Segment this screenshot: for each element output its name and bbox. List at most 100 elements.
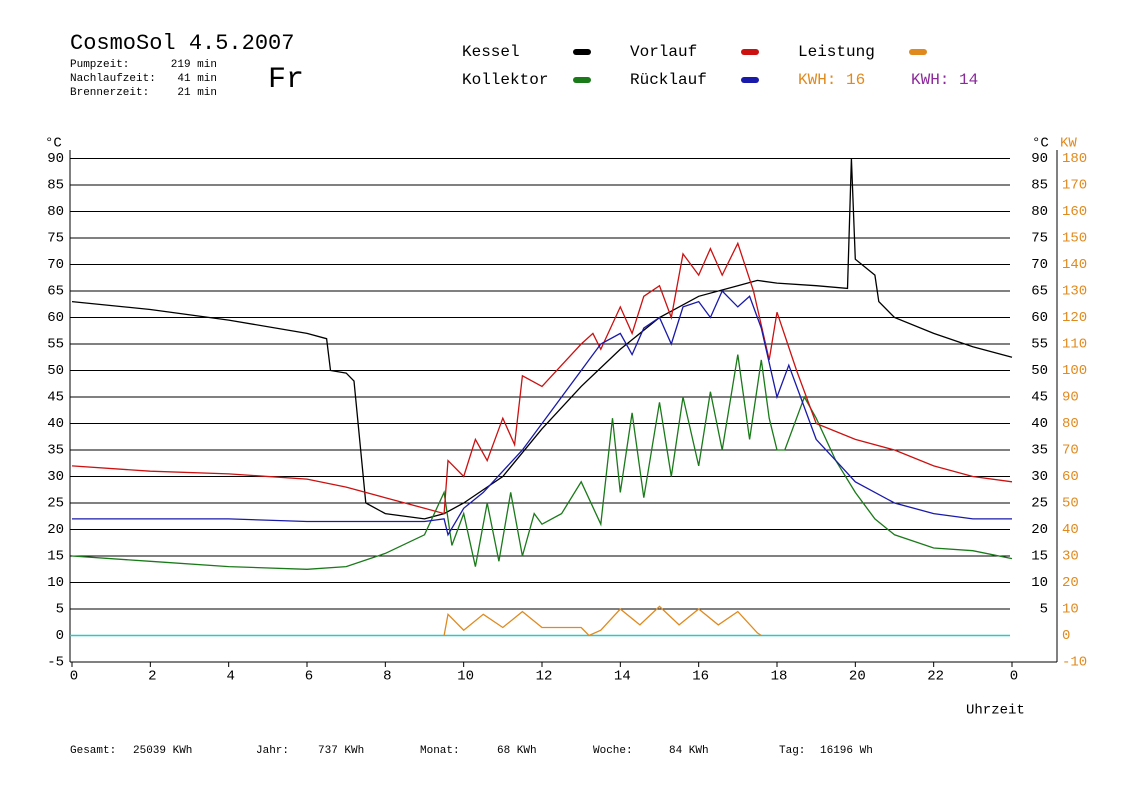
y-tick-label: 45 — [47, 390, 64, 406]
y-tick-label: -5 — [47, 655, 64, 671]
x-tick-label: 20 — [849, 669, 866, 685]
y2-tick-label: 130 — [1062, 284, 1087, 300]
chart-title: CosmoSol 4.5.2007 — [70, 31, 294, 56]
y-tick-label-right: 65 — [1031, 284, 1048, 300]
x-tick-label: 14 — [614, 669, 631, 685]
y2-tick-label: 50 — [1062, 496, 1079, 512]
info-label: Brennerzeit: — [70, 87, 149, 99]
x-tick-label: 22 — [927, 669, 944, 685]
y2-tick-label: 160 — [1062, 204, 1087, 220]
y-tick-label: 75 — [47, 231, 64, 247]
y-tick-label: 60 — [47, 310, 64, 326]
y2-tick-label: 90 — [1062, 390, 1079, 406]
info-label: Nachlaufzeit: — [70, 73, 156, 85]
kwh-label: KWH: 16 — [798, 71, 865, 89]
y2-tick-label: 60 — [1062, 469, 1079, 485]
y-tick-label-right: 50 — [1031, 363, 1048, 379]
total-value: 25039 KWh — [133, 745, 192, 757]
y-tick-label: 90 — [47, 151, 64, 167]
y-tick-label-right: 25 — [1031, 496, 1048, 512]
y-tick-label-right: 80 — [1031, 204, 1048, 220]
y-tick-label: 35 — [47, 443, 64, 459]
legend-label: Kollektor — [462, 71, 548, 89]
series-line — [71, 158, 1013, 520]
total-label: Woche: — [593, 745, 633, 757]
x-tick-label: 0 — [70, 669, 78, 685]
y2-tick-label: 100 — [1062, 363, 1087, 379]
total-label: Jahr: — [256, 745, 289, 757]
y-tick-label-right: 45 — [1031, 390, 1048, 406]
y-tick-label: 10 — [47, 575, 64, 591]
y2-tick-label: 0 — [1062, 628, 1070, 644]
y-tick-label: 55 — [47, 337, 64, 353]
y2-tick-label: 10 — [1062, 602, 1079, 618]
y-tick-label: 40 — [47, 416, 64, 432]
y-tick-label-right: 90 — [1031, 151, 1048, 167]
series-line — [71, 241, 1013, 515]
y2-tick-label: 70 — [1062, 443, 1079, 459]
x-tick-label: 16 — [692, 669, 709, 685]
y-tick-label: 85 — [47, 178, 64, 194]
y-tick-label-right: 70 — [1031, 257, 1048, 273]
y2-tick-label: 170 — [1062, 178, 1087, 194]
info-value: 21 min — [177, 87, 217, 99]
y-tick-label: 30 — [47, 469, 64, 485]
x-tick-label: 6 — [305, 669, 313, 685]
info-value: 41 min — [177, 73, 217, 85]
x-tick-label: 4 — [226, 669, 234, 685]
y-tick-label: 50 — [47, 363, 64, 379]
y2-tick-label: 120 — [1062, 310, 1087, 326]
y-tick-label-right: 30 — [1031, 469, 1048, 485]
y-tick-label-right: 5 — [1040, 602, 1048, 618]
y2-tick-label: 110 — [1062, 337, 1087, 353]
series-line — [72, 289, 1012, 537]
y2-tick-label: 180 — [1062, 151, 1087, 167]
x-tick-label: 10 — [457, 669, 474, 685]
y-tick-label-right: 55 — [1031, 337, 1048, 353]
y-tick-label-right: 10 — [1031, 575, 1048, 591]
total-value: 84 KWh — [669, 745, 709, 757]
series-line — [443, 605, 762, 637]
x-tick-label: 18 — [771, 669, 788, 685]
y-tick-label-right: 35 — [1031, 443, 1048, 459]
y-tick-label-right: 60 — [1031, 310, 1048, 326]
y-tick-label: 65 — [47, 284, 64, 300]
x-axis-label: Uhrzeit — [966, 703, 1025, 719]
x-tick-label: 0 — [1010, 669, 1018, 685]
y2-tick-label: 40 — [1062, 522, 1079, 538]
info-label: Pumpzeit: — [70, 59, 129, 71]
y2-unit: KW — [1060, 136, 1077, 152]
info-value: 219 min — [171, 59, 217, 71]
y-unit-right: °C — [1032, 136, 1049, 152]
y-tick-label-right: 40 — [1031, 416, 1048, 432]
y-tick-label-right: 15 — [1031, 549, 1048, 565]
total-label: Gesamt: — [70, 745, 116, 757]
legend-label: Rücklauf — [630, 71, 707, 89]
y-tick-label-right: 20 — [1031, 522, 1048, 538]
legend-label: Leistung — [798, 43, 875, 61]
y2-tick-label: 140 — [1062, 257, 1087, 273]
y2-tick-label: -10 — [1062, 655, 1087, 671]
y-tick-label: 80 — [47, 204, 64, 220]
y-tick-label-right: 75 — [1031, 231, 1048, 247]
x-tick-label: 8 — [383, 669, 391, 685]
y2-tick-label: 80 — [1062, 416, 1079, 432]
total-label: Tag: — [779, 745, 805, 757]
total-value: 16196 Wh — [820, 745, 873, 757]
legend-label: Vorlauf — [630, 43, 697, 61]
y2-tick-label: 150 — [1062, 231, 1087, 247]
y-unit: °C — [45, 136, 62, 152]
y-tick-label: 70 — [47, 257, 64, 273]
total-label: Monat: — [420, 745, 460, 757]
y2-tick-label: 30 — [1062, 549, 1079, 565]
x-tick-label: 2 — [148, 669, 156, 685]
kwh-label: KWH: 14 — [911, 71, 978, 89]
y-tick-label: 0 — [56, 628, 64, 644]
total-value: 68 KWh — [497, 745, 537, 757]
y-tick-label: 20 — [47, 522, 64, 538]
y2-tick-label: 20 — [1062, 575, 1079, 591]
total-value: 737 KWh — [318, 745, 364, 757]
y-tick-label: 15 — [47, 549, 64, 565]
y-tick-label-right: 85 — [1031, 178, 1048, 194]
